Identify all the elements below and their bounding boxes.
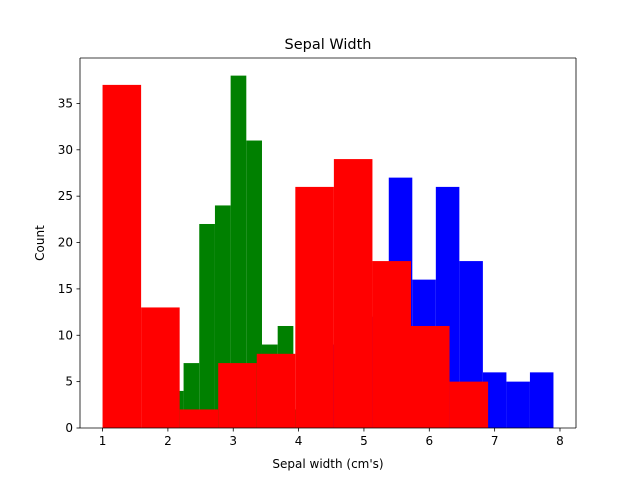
bar-series-2-bin-5 [295, 186, 334, 428]
y-tick-label: 35 [58, 96, 73, 110]
x-tick-label: 7 [491, 434, 499, 448]
x-ticks: 1 2 3 4 5 6 7 8 [99, 428, 564, 448]
bar-series-2-bin-6 [333, 159, 373, 428]
bar-series-0-bin-8 [506, 381, 530, 428]
bar-series-2-bin-2 [179, 409, 219, 428]
x-tick-label: 6 [425, 434, 433, 448]
bar-series-2-bin-1 [141, 307, 180, 428]
bar-series-2-bin-0 [102, 84, 142, 428]
y-ticks: 0 5 10 15 20 25 30 35 [58, 96, 80, 435]
x-tick-label: 1 [99, 434, 107, 448]
x-tick-label: 8 [556, 434, 564, 448]
bar-series-2-bin-4 [256, 353, 296, 428]
y-tick-label: 10 [58, 328, 73, 342]
x-tick-label: 4 [295, 434, 303, 448]
y-tick-label: 30 [58, 143, 73, 157]
x-tick-label: 2 [164, 434, 172, 448]
bar-series-2-bin-9 [449, 381, 489, 428]
y-tick-label: 5 [65, 375, 73, 389]
bar-series-2-bin-3 [218, 363, 257, 428]
bar-series-1-bin-2 [199, 223, 215, 428]
chart-title: Sepal Width [285, 37, 372, 53]
x-axis-label: Sepal width (cm's) [272, 457, 383, 471]
series-2 [102, 84, 489, 428]
y-axis-label: Count [33, 225, 47, 261]
bar-series-0-bin-9 [529, 372, 554, 428]
bars-layer [102, 75, 554, 429]
bar-series-2-bin-7 [372, 261, 411, 428]
y-tick-label: 15 [58, 282, 73, 296]
y-tick-label: 25 [58, 189, 73, 203]
bar-series-1-bin-4 [230, 75, 247, 429]
axes-frame [79, 57, 577, 429]
y-tick-label: 20 [58, 236, 73, 250]
x-tick-label: 5 [360, 434, 368, 448]
bar-series-2-bin-8 [410, 325, 450, 428]
y-tick-label: 0 [65, 421, 73, 435]
x-tick-label: 3 [229, 434, 237, 448]
bar-series-0-bin-7 [482, 372, 507, 428]
